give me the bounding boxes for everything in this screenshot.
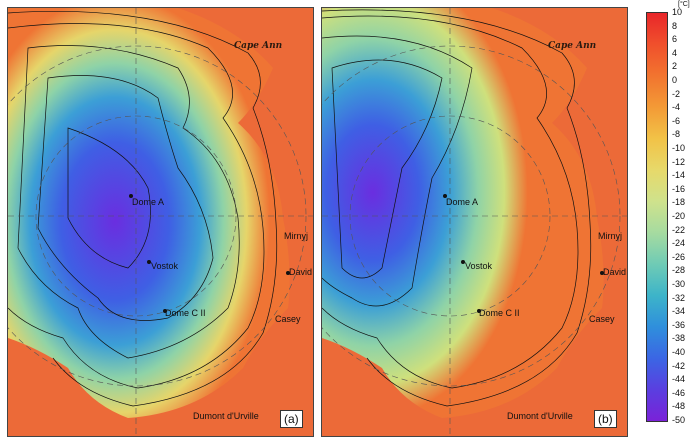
site-marker-vostok (461, 260, 465, 264)
colorbar-tick-label: -2 (672, 88, 681, 99)
colorbar-tick-label: 8 (672, 20, 678, 31)
site-marker-vostok (147, 260, 151, 264)
colorbar-tick-label: -40 (672, 347, 686, 357)
site-label-dome-c: Dome C II (165, 308, 206, 318)
temperature-map-b (322, 8, 627, 436)
site-marker-david (286, 271, 290, 275)
colorbar-tick-label: -42 (672, 360, 686, 371)
temperature-map-a (8, 8, 313, 436)
colorbar-tick-label: -4 (672, 102, 681, 113)
site-label-vostok: Vostok (465, 261, 493, 271)
colorbar-tick-label: -18 (672, 197, 686, 208)
panel-label-a: (a) (280, 410, 303, 428)
colorbar-tick-label: -50 (672, 415, 686, 425)
site-marker-david (600, 271, 604, 275)
site-label-dome-c: Dome C II (479, 308, 520, 318)
colorbar-tick-label: 6 (672, 34, 678, 45)
colorbar-tick-label: -20 (672, 211, 686, 221)
colorbar-tick-label: -36 (672, 319, 686, 330)
site-label-mirnyj: Mirnyj (284, 231, 308, 241)
colorbar-tick-label: -46 (672, 387, 686, 398)
colorbar-tick-label: -26 (672, 251, 686, 262)
site-label-cape-ann: Cape Ann (548, 41, 597, 51)
site-label-vostok: Vostok (151, 261, 179, 271)
colorbar-tick-label: -28 (672, 265, 686, 276)
site-label-david: David (289, 267, 313, 277)
site-marker-dome-a (129, 194, 133, 198)
colorbar-tick-label: -6 (672, 115, 681, 126)
site-label-dome-a: Dome A (446, 197, 479, 207)
colorbar-tick-label: -10 (672, 143, 686, 153)
colorbar-tick-label: -34 (672, 306, 686, 317)
site-marker-dome-c (163, 309, 167, 313)
colorbar-tick-label: 4 (672, 47, 678, 58)
colorbar-tick-label: -48 (672, 401, 686, 412)
site-label-casey: Casey (589, 314, 615, 324)
site-label-mirnyj: Mirnyj (598, 231, 622, 241)
colorbar-tick-label: -8 (672, 129, 681, 140)
colorbar-tick-label: -12 (672, 156, 686, 167)
site-marker-dome-c (477, 309, 481, 313)
colorbar-tick-label: -22 (672, 224, 686, 235)
site-label-casey: Casey (275, 314, 301, 324)
site-label-david: David (603, 267, 627, 277)
panel-label-b: (b) (594, 410, 617, 428)
colorbar-tick-label: 0 (672, 75, 678, 85)
colorbar-tick-label: -44 (672, 374, 686, 385)
site-label-dumont: Dumont d'Urville (507, 411, 573, 421)
colorbar (646, 12, 668, 422)
colorbar-tick-label: 10 (672, 7, 683, 17)
map-panel-b: Cape Ann Dome A Vostok Dome C II Mirnyj … (321, 7, 628, 437)
map-panel-a: Cape Ann Dome A Vostok Dome C II Mirnyj … (7, 7, 314, 437)
colorbar-tick-label: -16 (672, 183, 686, 194)
site-label-dome-a: Dome A (132, 197, 165, 207)
colorbar-tick-label: -14 (672, 170, 686, 181)
colorbar-unit: [°C] (678, 1, 690, 8)
colorbar-tick-label: -38 (672, 333, 686, 344)
site-marker-dome-a (443, 194, 447, 198)
colorbar-tick-label: -30 (672, 279, 686, 289)
site-label-dumont: Dumont d'Urville (193, 411, 259, 421)
colorbar-tick-label: -32 (672, 292, 686, 303)
colorbar-tick-label: 2 (672, 61, 678, 72)
site-label-cape-ann: Cape Ann (234, 41, 283, 51)
colorbar-tick-label: -24 (672, 238, 686, 249)
